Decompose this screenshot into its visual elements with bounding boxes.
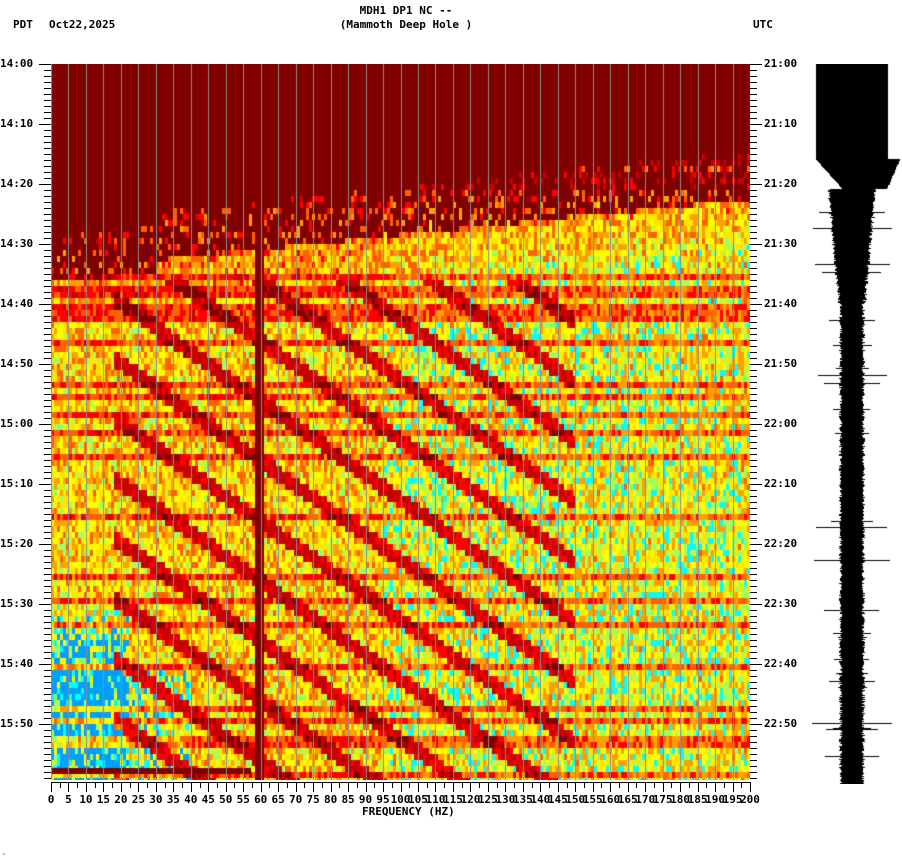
y-tick-right: 21:10 bbox=[764, 117, 798, 130]
x-tick: 180 bbox=[670, 793, 691, 806]
y-tick-left: 14:30 bbox=[0, 237, 34, 250]
y-tick-left: 15:40 bbox=[0, 657, 34, 670]
right-timezone: UTC bbox=[753, 18, 773, 31]
x-tick: 175 bbox=[652, 793, 673, 806]
y-tick-right: 22:50 bbox=[764, 717, 798, 730]
x-tick: 145 bbox=[547, 793, 568, 806]
x-tick: 110 bbox=[425, 793, 446, 806]
y-tick-right: 21:40 bbox=[764, 297, 798, 310]
x-tick: 70 bbox=[289, 793, 303, 806]
x-tick: 0 bbox=[47, 793, 55, 806]
date-label: Oct22,2025 bbox=[49, 18, 116, 31]
x-tick: 35 bbox=[166, 793, 180, 806]
x-tick: 25 bbox=[131, 793, 145, 806]
y-tick-right: 22:00 bbox=[764, 417, 798, 430]
x-tick: 50 bbox=[219, 793, 233, 806]
y-tick-right: 22:40 bbox=[764, 657, 798, 670]
y-tick-right: 22:10 bbox=[764, 477, 798, 490]
x-tick: 10 bbox=[79, 793, 93, 806]
station-line: MDH1 DP1 NC -- bbox=[359, 4, 453, 17]
x-tick: 130 bbox=[495, 793, 516, 806]
y-tick-right: 21:00 bbox=[764, 57, 798, 70]
x-tick: 135 bbox=[512, 793, 533, 806]
y-tick-right: 21:50 bbox=[764, 357, 798, 370]
x-axis-title: FREQUENCY (HZ) bbox=[362, 805, 455, 818]
y-tick-left: 15:20 bbox=[0, 537, 34, 550]
x-tick: 140 bbox=[530, 793, 551, 806]
x-tick: 65 bbox=[271, 793, 285, 806]
x-tick: 15 bbox=[96, 793, 111, 806]
y-tick-left: 14:10 bbox=[0, 117, 34, 130]
y-tick-left: 15:10 bbox=[0, 477, 34, 490]
x-tick: 40 bbox=[184, 793, 198, 806]
x-tick: 30 bbox=[149, 793, 163, 806]
x-tick: 5 bbox=[65, 793, 72, 806]
y-tick-left: 14:40 bbox=[0, 297, 34, 310]
x-tick: 155 bbox=[582, 793, 603, 806]
x-tick: 45 bbox=[201, 793, 215, 806]
y-tick-left: 15:50 bbox=[0, 717, 34, 730]
x-tick: 100 bbox=[390, 793, 411, 806]
y-tick-right: 22:20 bbox=[764, 537, 798, 550]
y-tick-left: 14:20 bbox=[0, 177, 34, 190]
x-tick: 115 bbox=[442, 793, 463, 806]
x-tick: 75 bbox=[306, 793, 320, 806]
corner-mark: · bbox=[2, 851, 6, 858]
station-name: (Mammoth Deep Hole ) bbox=[339, 18, 473, 31]
x-tick: 60 bbox=[254, 793, 268, 806]
left-timezone: PDT bbox=[13, 18, 33, 31]
y-tick-left: 15:30 bbox=[0, 597, 34, 610]
x-tick: 170 bbox=[635, 793, 656, 806]
x-tick: 160 bbox=[600, 793, 621, 806]
y-tick-left: 15:00 bbox=[0, 417, 34, 430]
x-tick: 125 bbox=[477, 793, 498, 806]
x-tick: 195 bbox=[722, 793, 743, 806]
y-tick-right: 21:30 bbox=[764, 237, 798, 250]
y-tick-left: 14:50 bbox=[0, 357, 34, 370]
x-tick: 105 bbox=[408, 793, 428, 806]
x-tick: 20 bbox=[114, 793, 128, 806]
x-tick: 190 bbox=[705, 793, 725, 806]
x-tick: 150 bbox=[565, 793, 586, 806]
seismogram-trace bbox=[812, 64, 902, 784]
x-tick: 85 bbox=[341, 793, 355, 806]
x-tick: 185 bbox=[687, 793, 708, 806]
y-tick-right: 21:20 bbox=[764, 177, 798, 190]
x-tick: 120 bbox=[460, 793, 481, 806]
x-tick: 95 bbox=[376, 793, 390, 806]
y-tick-right: 22:30 bbox=[764, 597, 798, 610]
y-tick-left: 14:00 bbox=[0, 57, 34, 70]
x-tick: 80 bbox=[323, 793, 338, 806]
x-tick: 55 bbox=[236, 793, 250, 806]
x-tick: 165 bbox=[617, 793, 638, 806]
x-tick: 200 bbox=[740, 793, 760, 806]
x-tick: 90 bbox=[358, 793, 373, 806]
spectrogram-plot bbox=[51, 64, 750, 780]
